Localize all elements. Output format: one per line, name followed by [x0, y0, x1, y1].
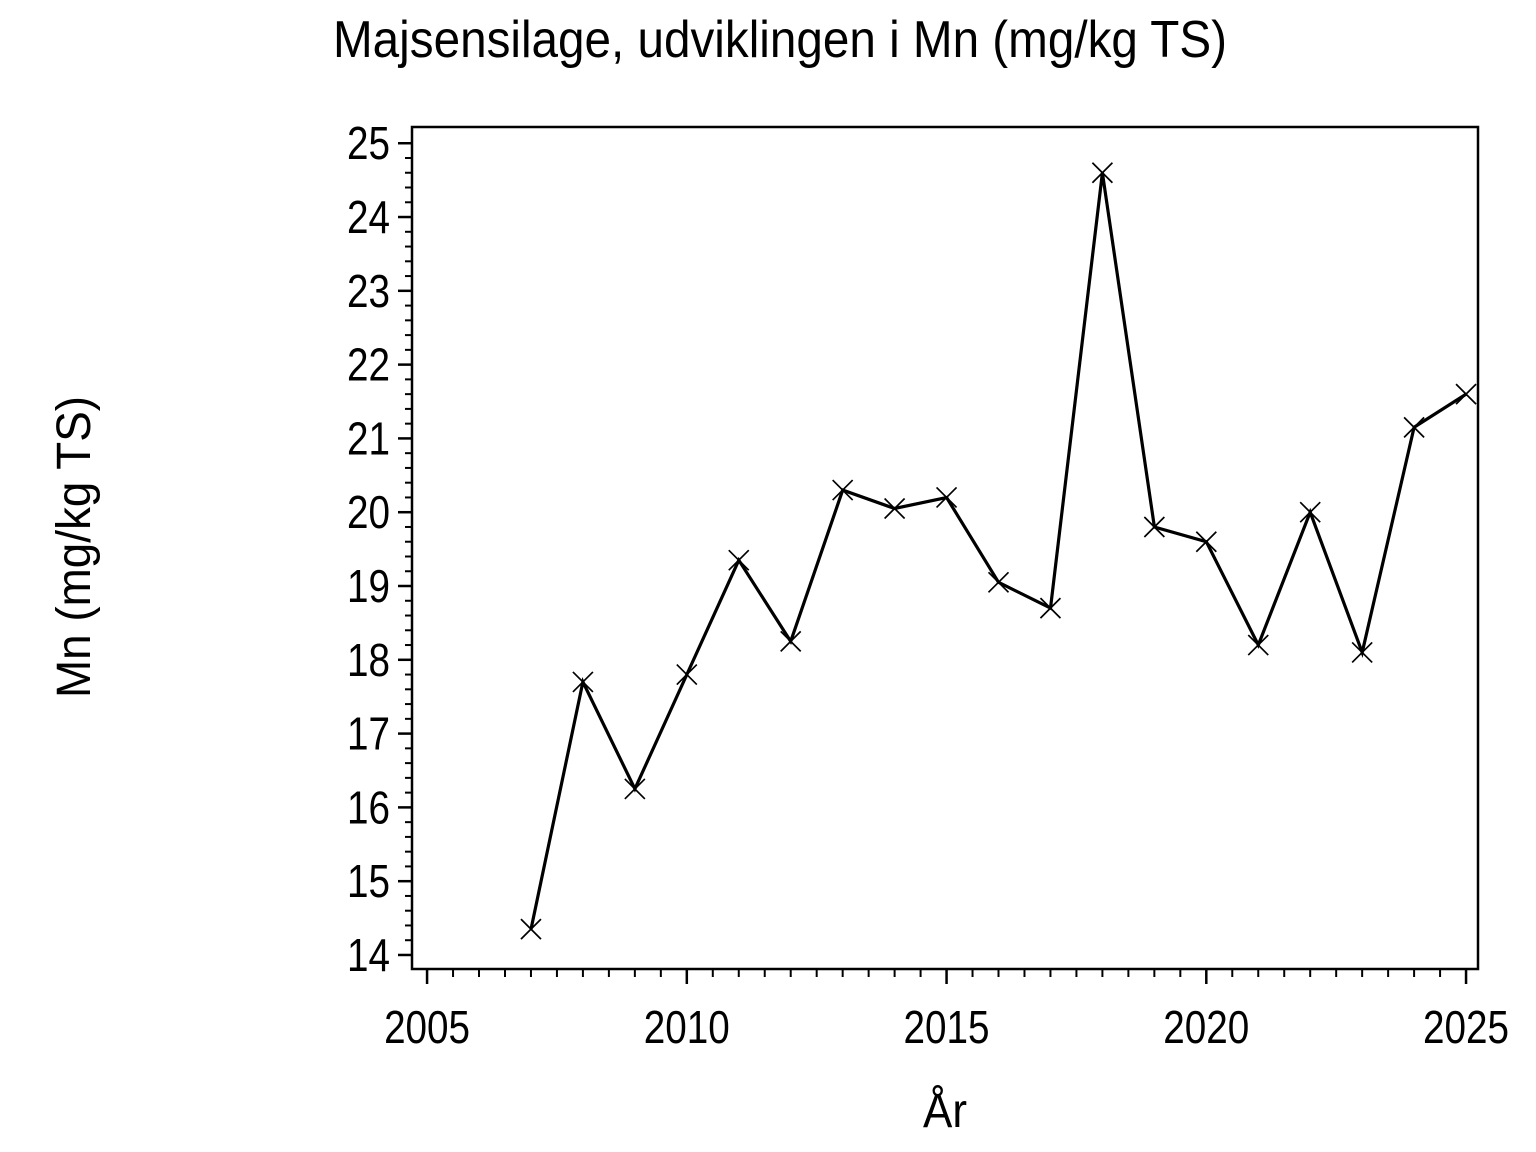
x-axis-tick-label: 2010 [644, 1001, 730, 1053]
y-axis-tick-label: 15 [347, 855, 390, 907]
y-axis-tick-label: 16 [347, 781, 390, 833]
data-point-marker-x [520, 918, 542, 940]
data-line [529, 172, 1467, 930]
y-axis-tick-label: 18 [347, 634, 390, 686]
y-axis-tick-label: 14 [347, 929, 390, 981]
y-axis: 14 15 16 17 18 19 20 21 22 23 24 25 [347, 117, 412, 981]
data-point-marker-x [987, 571, 1010, 593]
data-point-marker-x [1039, 597, 1062, 619]
x-axis-tick-label: 2025 [1423, 1001, 1509, 1053]
x-axis: 2005 2010 2015 2020 2025 [384, 969, 1509, 1053]
data-point-marker-x [624, 778, 646, 800]
data-point-marker-x [572, 671, 594, 693]
data-point-marker-x [676, 663, 698, 686]
data-point-marker-x [1455, 383, 1477, 405]
y-axis-tick-label: 17 [347, 708, 390, 760]
y-axis-tick-label: 20 [347, 486, 390, 538]
data-point-marker-x [1091, 162, 1114, 184]
data-point-marker-x [1299, 501, 1321, 523]
y-axis-tick-label: 19 [347, 560, 390, 612]
data-point-marker-x [1247, 634, 1269, 656]
data-point-marker-x [935, 486, 958, 509]
data-point-marker-x [1195, 531, 1217, 553]
data-point-marker-x [832, 479, 854, 501]
y-axis-tick-label: 21 [347, 412, 390, 464]
data-point-marker-x [1403, 416, 1425, 438]
y-axis-tick-label: 25 [347, 117, 390, 169]
y-axis-label: Mn (mg/kg TS) [48, 396, 101, 698]
data-point-marker-x [1143, 516, 1165, 538]
data-point-marker-x [884, 497, 906, 520]
data-point-marker-x [728, 549, 750, 571]
y-axis-tick-label: 24 [347, 191, 390, 243]
x-axis-tick-label: 2005 [384, 1001, 470, 1053]
chart-title: Majsensilage, udviklingen i Mn (mg/kg TS… [333, 11, 1227, 69]
x-axis-label: År [923, 1085, 967, 1138]
data-point-marker-x [1351, 641, 1373, 664]
y-axis-tick-label: 22 [347, 339, 390, 391]
x-axis-tick-label: 2020 [1163, 1001, 1249, 1053]
plot-frame [410, 125, 1480, 971]
data-point-marker-x [780, 630, 802, 652]
y-axis-tick-label: 23 [347, 265, 390, 317]
x-axis-tick-label: 2015 [904, 1001, 990, 1053]
data-point-markers [520, 162, 1477, 940]
